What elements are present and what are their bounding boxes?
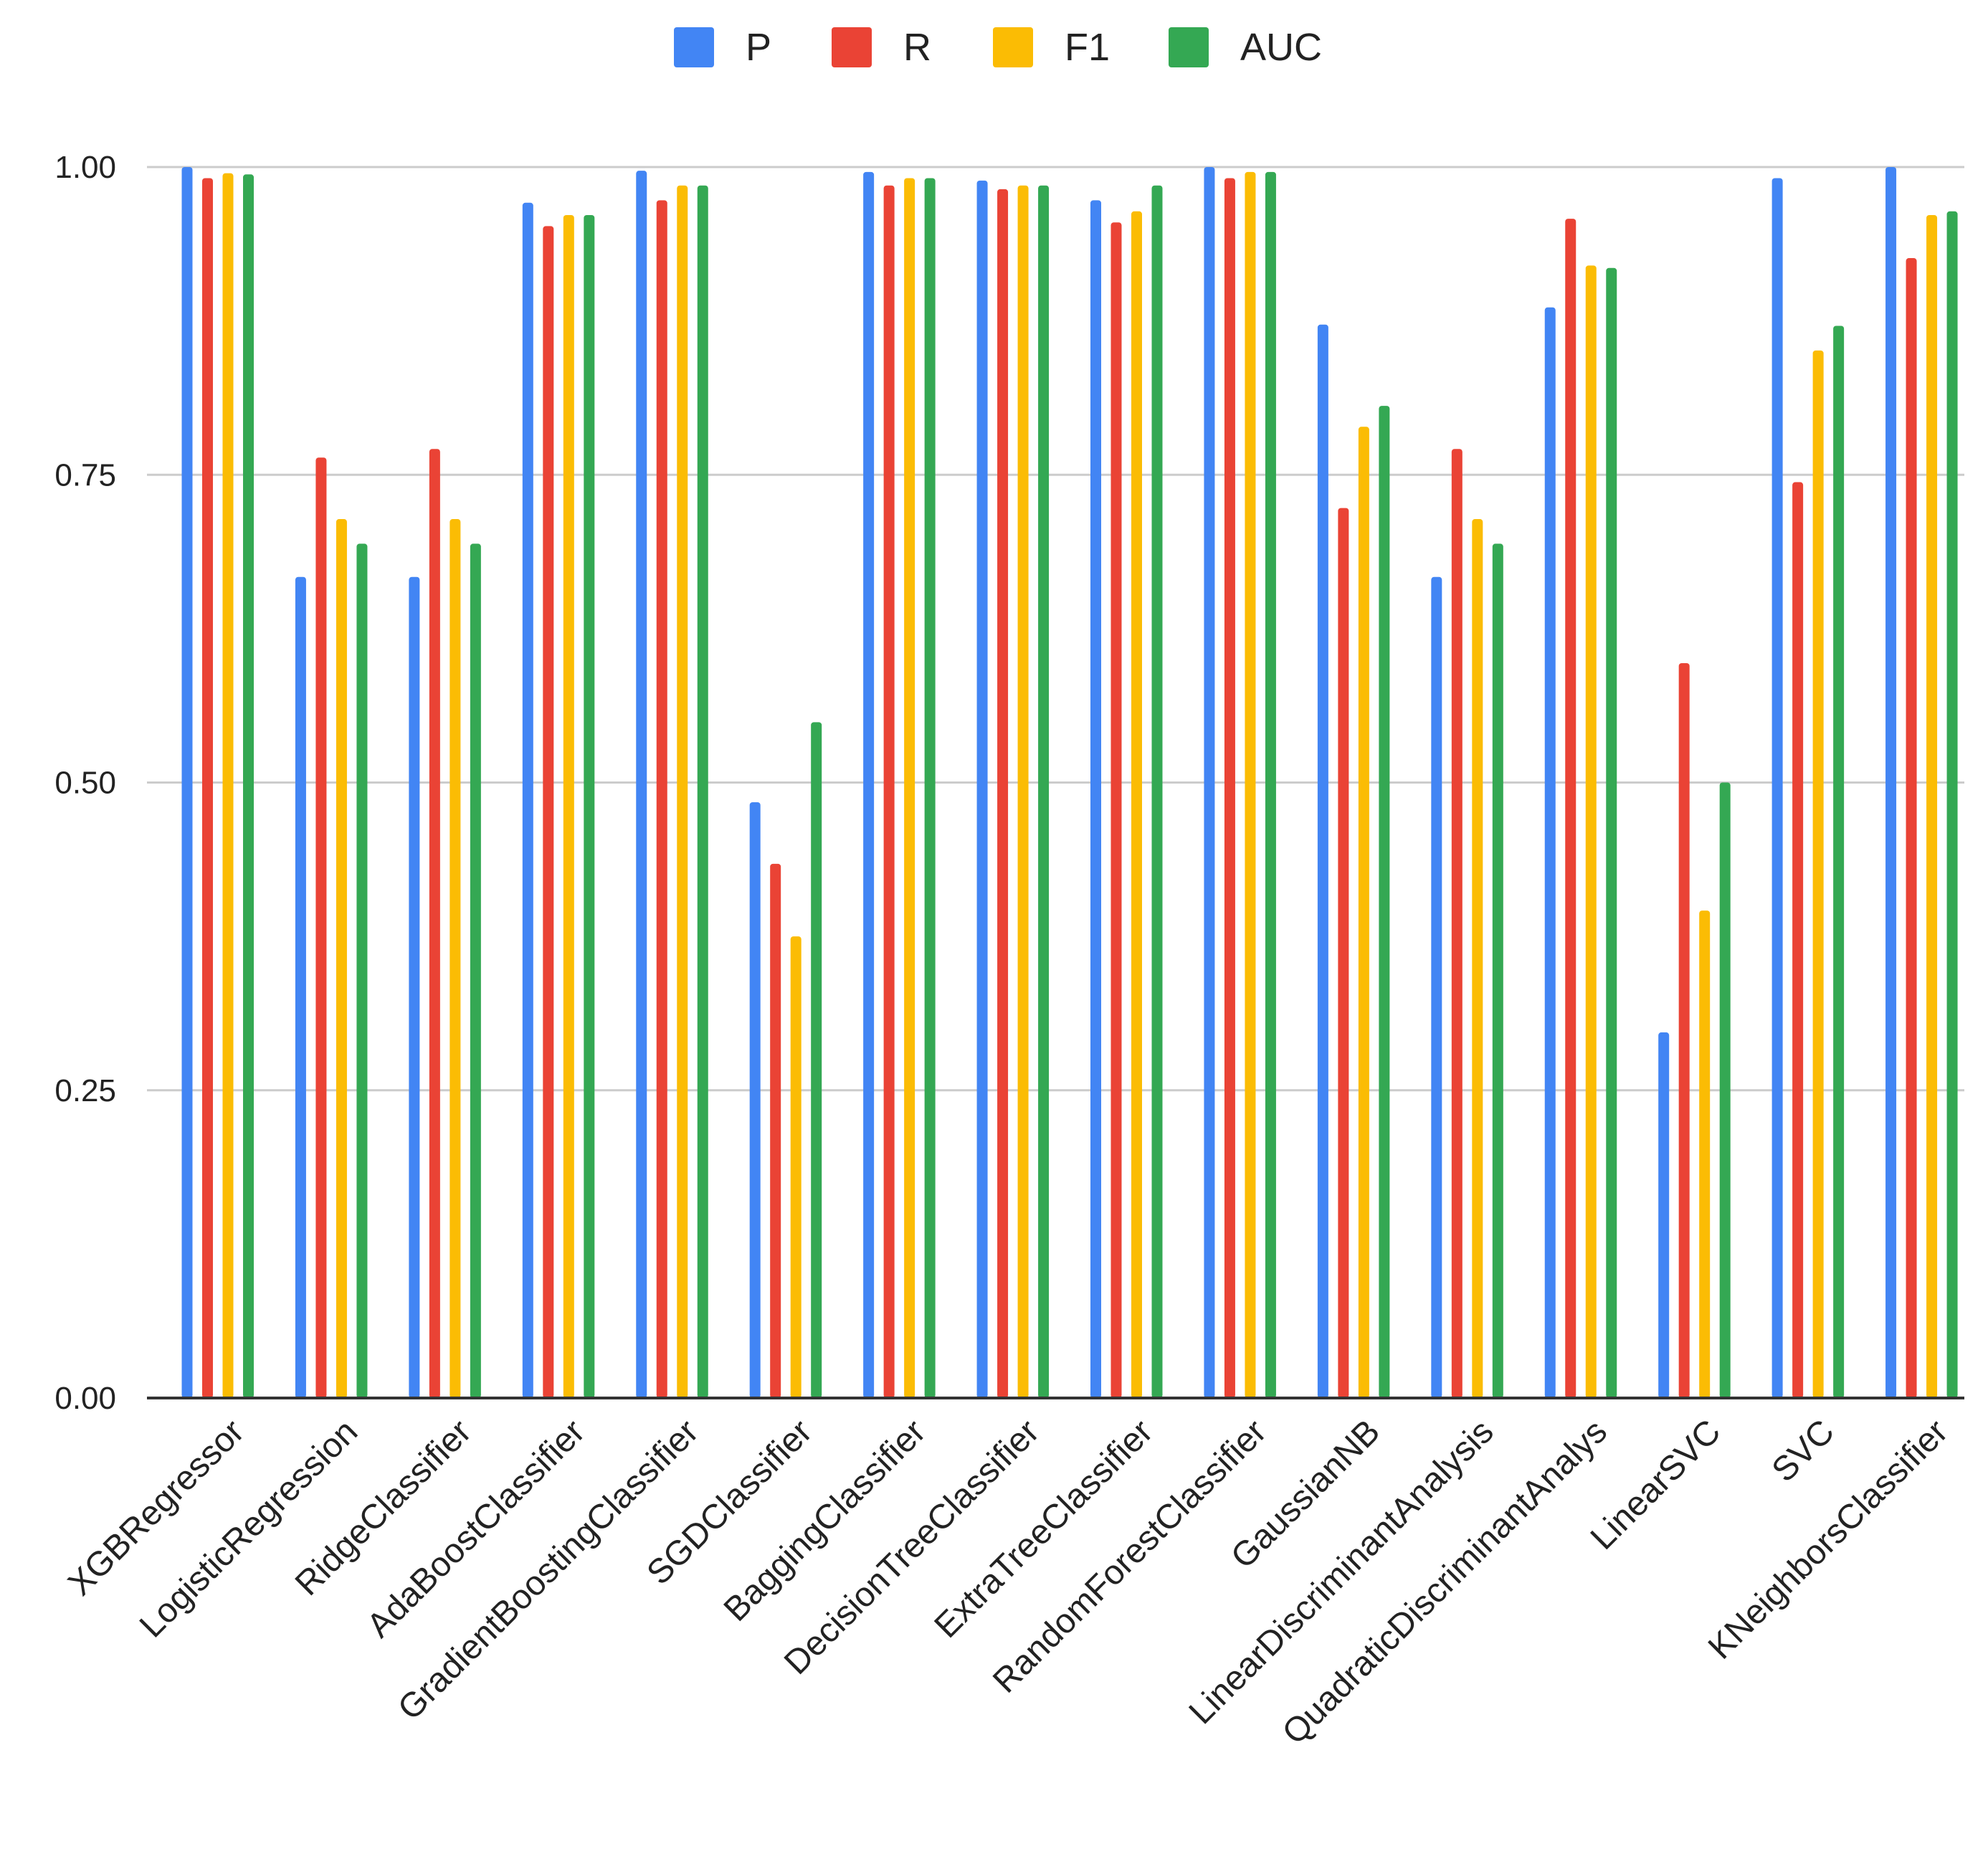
bar-p-quadraticdiscriminantanalys[interactable] (1544, 307, 1556, 1398)
x-axis-labels: XGBRegressorLogisticRegressionRidgeClass… (61, 1412, 1955, 1751)
bar-r-logisticregression[interactable] (315, 457, 327, 1399)
bar-r-quadraticdiscriminantanalys[interactable] (1565, 219, 1576, 1398)
bar-r-baggingclassifier[interactable] (883, 185, 895, 1398)
legend-label: F1 (1065, 26, 1110, 69)
y-tick-label: 0.25 (54, 1073, 116, 1108)
bar-r-linearsvc[interactable] (1678, 662, 1690, 1399)
bar-r-randomforestclassifier[interactable] (1224, 178, 1235, 1398)
bar-p-lineardiscriminantanalysis[interactable] (1431, 576, 1442, 1398)
x-tick-label: SVC (1765, 1412, 1842, 1489)
legend[interactable]: P R F1 AUC (674, 26, 1322, 69)
bar-auc-quadraticdiscriminantanalys[interactable] (1606, 267, 1617, 1399)
bar-p-adaboostclassifier[interactable] (522, 202, 533, 1399)
bar-r-extratreeclassifier[interactable] (1110, 222, 1122, 1398)
bar-p-kneighborsclassifier[interactable] (1885, 167, 1897, 1398)
y-tick-label: 0.75 (54, 457, 116, 493)
bar-p-decisiontreeclassifier[interactable] (976, 180, 988, 1399)
y-tick-label: 0.50 (54, 766, 116, 801)
legend-swatch (993, 27, 1033, 67)
legend-swatch (674, 27, 714, 67)
bar-r-lineardiscriminantanalysis[interactable] (1451, 449, 1463, 1398)
bar-auc-ridgeclassifier[interactable] (470, 543, 481, 1398)
bar-p-sgdclassifier[interactable] (749, 802, 761, 1398)
bar-r-gaussiannb[interactable] (1338, 508, 1349, 1398)
bar-auc-randomforestclassifier[interactable] (1265, 171, 1276, 1398)
bar-f1-gaussiannb[interactable] (1358, 427, 1369, 1398)
bar-p-randomforestclassifier[interactable] (1204, 167, 1215, 1398)
legend-swatch (1169, 27, 1209, 67)
bar-p-extratreeclassifier[interactable] (1090, 200, 1101, 1398)
bar-r-adaboostclassifier[interactable] (543, 226, 554, 1398)
bar-auc-kneighborsclassifier[interactable] (1946, 211, 1958, 1398)
bar-r-sgdclassifier[interactable] (770, 863, 781, 1398)
bar-auc-baggingclassifier[interactable] (924, 178, 936, 1398)
bar-f1-xgbregressor[interactable] (222, 173, 234, 1399)
bar-p-gaussiannb[interactable] (1317, 324, 1328, 1398)
y-tick-label: 1.00 (54, 150, 116, 185)
bar-p-svc[interactable] (1771, 178, 1783, 1398)
bar-p-xgbregressor[interactable] (181, 167, 193, 1398)
y-axis-ticks: 0.00 0.25 0.50 0.75 1.00 (54, 150, 116, 1416)
bar-f1-gradientboostingclassifier[interactable] (677, 185, 688, 1398)
bar-auc-extratreeclassifier[interactable] (1151, 185, 1163, 1398)
bar-auc-decisiontreeclassifier[interactable] (1038, 185, 1050, 1398)
legend-label: P (746, 26, 771, 69)
bar-r-svc[interactable] (1792, 482, 1804, 1398)
bar-r-decisiontreeclassifier[interactable] (997, 189, 1009, 1398)
legend-item-p[interactable]: P (674, 26, 771, 69)
legend-item-r[interactable]: R (832, 26, 931, 69)
y-tick-label: 0.00 (54, 1381, 116, 1416)
bar-f1-decisiontreeclassifier[interactable] (1017, 185, 1029, 1398)
bar-f1-lineardiscriminantanalysis[interactable] (1472, 519, 1483, 1398)
bar-auc-gradientboostingclassifier[interactable] (697, 185, 708, 1398)
bar-auc-sgdclassifier[interactable] (811, 722, 822, 1398)
bar-r-kneighborsclassifier[interactable] (1906, 258, 1917, 1399)
legend-swatch (832, 27, 872, 67)
bar-f1-baggingclassifier[interactable] (904, 178, 915, 1398)
bar-r-ridgeclassifier[interactable] (429, 449, 440, 1398)
bar-f1-logisticregression[interactable] (336, 519, 347, 1398)
bar-f1-sgdclassifier[interactable] (790, 936, 802, 1398)
bar-f1-kneighborsclassifier[interactable] (1926, 214, 1938, 1398)
bar-f1-ridgeclassifier[interactable] (450, 519, 461, 1398)
bar-auc-svc[interactable] (1833, 325, 1845, 1398)
x-tick-label: LogisticRegression (133, 1412, 365, 1645)
bar-f1-svc[interactable] (1812, 350, 1824, 1398)
legend-label: R (903, 26, 931, 69)
bar-p-ridgeclassifier[interactable] (409, 576, 420, 1398)
bar-r-gradientboostingclassifier[interactable] (656, 200, 667, 1398)
bar-auc-adaboostclassifier[interactable] (584, 214, 595, 1398)
bar-p-linearsvc[interactable] (1658, 1032, 1670, 1398)
bar-f1-extratreeclassifier[interactable] (1131, 211, 1142, 1398)
bar-auc-gaussiannb[interactable] (1379, 406, 1390, 1398)
bar-f1-adaboostclassifier[interactable] (563, 214, 574, 1398)
bar-auc-linearsvc[interactable] (1719, 782, 1731, 1399)
bar-p-baggingclassifier[interactable] (863, 171, 875, 1398)
bar-auc-logisticregression[interactable] (356, 543, 368, 1398)
bar-auc-xgbregressor[interactable] (243, 174, 254, 1398)
x-tick-label: AdaBoostClassifier (360, 1412, 592, 1645)
bar-p-logisticregression[interactable] (295, 576, 306, 1398)
bar-auc-lineardiscriminantanalysis[interactable] (1492, 543, 1503, 1398)
bar-p-gradientboostingclassifier[interactable] (636, 171, 647, 1398)
x-tick-label: ExtraTreeClassifier (927, 1412, 1160, 1645)
bars (181, 167, 1958, 1399)
legend-item-f1[interactable]: F1 (993, 26, 1110, 69)
bar-f1-quadraticdiscriminantanalys[interactable] (1585, 265, 1597, 1398)
legend-item-auc[interactable]: AUC (1169, 26, 1322, 69)
bar-r-xgbregressor[interactable] (202, 178, 213, 1398)
legend-label: AUC (1240, 26, 1322, 69)
x-tick-label: BaggingClassifier (717, 1412, 933, 1629)
bar-f1-linearsvc[interactable] (1699, 911, 1711, 1398)
bar-f1-randomforestclassifier[interactable] (1245, 171, 1256, 1398)
